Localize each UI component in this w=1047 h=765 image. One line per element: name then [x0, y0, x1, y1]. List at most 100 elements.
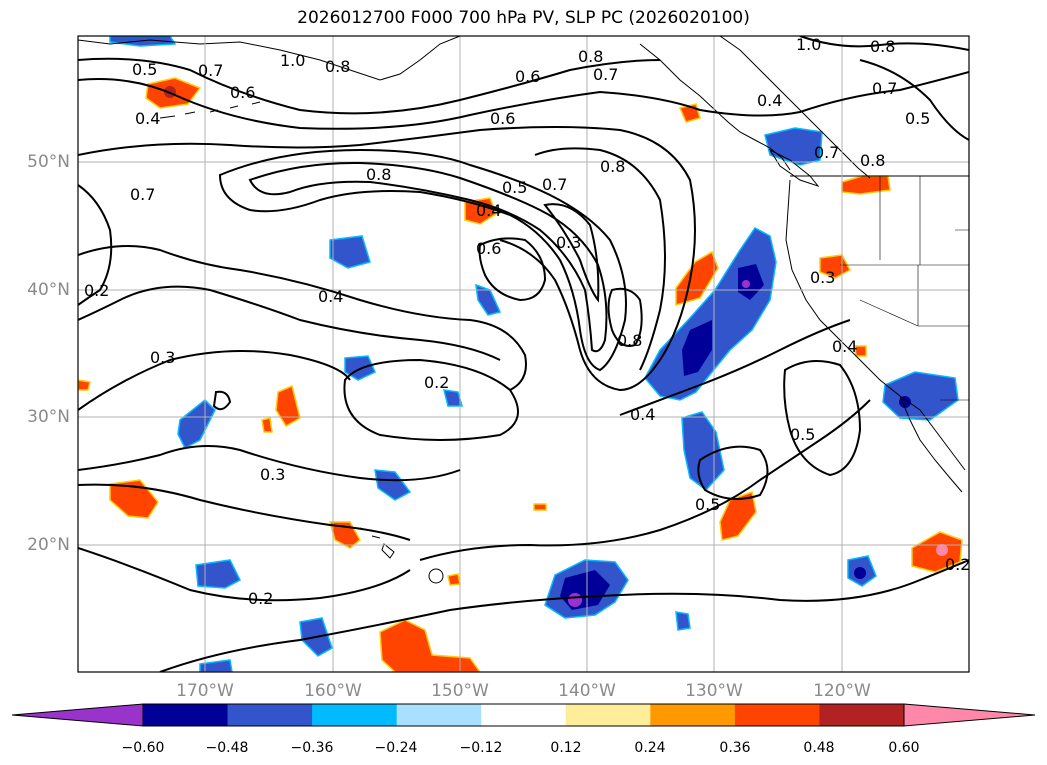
pv-positive-area: [841, 175, 891, 195]
contour-label: 0.8: [366, 165, 391, 184]
pv-negative-area: [675, 611, 691, 631]
contour-line: [859, 59, 969, 141]
contour-line: [78, 350, 351, 411]
pv-negative-area: [195, 559, 241, 589]
contour-line: [78, 126, 696, 392]
map-frame: [77, 35, 970, 673]
contour-label: 0.6: [476, 239, 501, 258]
baja-california: [899, 395, 963, 493]
colorbar-tick: −0.12: [459, 740, 503, 756]
lon-label: 150°W: [431, 681, 489, 701]
colorbar-segment: [650, 704, 736, 726]
contour-line: [543, 203, 600, 303]
contour-label: 0.7: [814, 143, 839, 162]
contour-label: 0.5: [132, 60, 157, 79]
contour-line: [783, 360, 862, 477]
contour-label: 0.3: [556, 233, 581, 252]
contour-line: [419, 399, 871, 561]
pv-positive-area: [379, 619, 481, 672]
us-west-coast: [785, 179, 966, 471]
contour-line: [159, 559, 969, 672]
contour-label: 0.3: [810, 268, 835, 287]
colorbar-segment: [819, 704, 905, 726]
pv-positive-area: [261, 417, 273, 433]
contour-label: 0.7: [130, 185, 155, 204]
contour-label: 0.7: [593, 65, 618, 84]
contour-label: 0.6: [515, 67, 540, 86]
pv-negative-area: [443, 389, 463, 407]
contour-label: 0.4: [757, 91, 782, 110]
contour-label: 0.5: [502, 178, 527, 197]
contour-label: 0.5: [905, 109, 930, 128]
contour-label: 0.4: [832, 337, 857, 356]
contour-line: [218, 148, 627, 372]
contour-line: [343, 358, 519, 441]
contour-label: 0.5: [790, 425, 815, 444]
contour-label: 0.8: [870, 37, 895, 56]
alaska-coast: [78, 36, 461, 81]
contour-line: [607, 287, 643, 347]
lon-label: 170°W: [176, 681, 234, 701]
lon-label: 160°W: [304, 681, 362, 701]
contour-line: [78, 57, 661, 115]
contour-label: 0.7: [198, 61, 223, 80]
colorbar-tick: −0.24: [374, 740, 418, 756]
pv-negative-area: [882, 371, 959, 421]
pv-positive-area: [719, 490, 757, 541]
pv-shading: [78, 36, 963, 672]
lat-label: 40°N: [27, 280, 70, 300]
colorbar-tick: −0.48: [205, 740, 249, 756]
pv-negative-area: [738, 264, 764, 300]
colorbar-frame: [142, 703, 905, 727]
pv-negative-area: [899, 396, 911, 408]
contour-label: 0.2: [84, 281, 109, 300]
map-title: 2026012700 F000 700 hPa PV, SLP PC (2026…: [297, 8, 750, 28]
contour-label: 0.4: [318, 287, 343, 306]
pv-negative-area: [199, 659, 233, 672]
colorbar-segment: [143, 704, 229, 726]
lon-label: 140°W: [558, 681, 616, 701]
pv-negative-area: [329, 235, 371, 269]
contour-label: 0.2: [248, 589, 273, 608]
lat-label: 30°N: [27, 407, 70, 427]
contour-label: 0.8: [860, 151, 885, 170]
colorbar-tick: −0.60: [121, 740, 165, 756]
colorbar-segment: [734, 704, 820, 726]
contour-line: [248, 161, 608, 353]
colorbar-extend-low: [11, 703, 144, 727]
contour-line: [78, 184, 113, 306]
pv-positive-area: [936, 544, 948, 556]
pv-positive-area: [275, 384, 301, 428]
colorbar-tick: −0.36: [290, 740, 334, 756]
ocean-island: [428, 568, 444, 584]
colorbar-segment: [227, 704, 313, 726]
pv-positive-area: [447, 573, 461, 586]
contour-line: [619, 319, 851, 416]
slp-contours: [78, 36, 969, 672]
contour-line: [78, 71, 969, 130]
contour-label: 0.5: [695, 495, 720, 514]
contour-label: 0.2: [424, 373, 449, 392]
contour-label: 0.3: [150, 348, 175, 367]
colorbar-tick: 0.12: [550, 740, 582, 756]
contour-label: 0.8: [617, 331, 642, 350]
contour-line: [78, 547, 411, 602]
contour-line: [78, 483, 411, 541]
contour-label: 0.8: [325, 57, 350, 76]
contour-line: [478, 237, 547, 302]
colorbar-tick: 0.24: [634, 740, 666, 756]
contour-line: [799, 36, 969, 51]
contour-label: 0.4: [135, 109, 160, 128]
colorbar-tick: 0.36: [719, 740, 751, 756]
contour-label: 0.6: [490, 109, 515, 128]
contour-label: 0.4: [476, 201, 501, 220]
contour-line: [212, 390, 232, 411]
map-plot: 0.5 0.7 1.0 0.8 0.6 0.4 0.6 0.8 0.6 0.7 …: [77, 35, 970, 673]
contour-label: 0.7: [872, 79, 897, 98]
pv-negative-area: [475, 283, 502, 316]
contour-label: 0.6: [230, 83, 255, 102]
pv-negative-area: [854, 567, 866, 579]
colorbar-segment: [565, 704, 651, 726]
colorbar-tick: 0.48: [803, 740, 835, 756]
lon-label: 130°W: [685, 681, 743, 701]
